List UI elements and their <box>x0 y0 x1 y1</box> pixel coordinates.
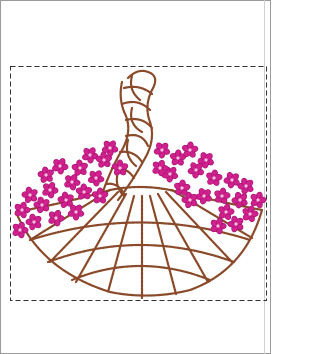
flower-center <box>248 212 251 215</box>
flower-center <box>40 203 43 206</box>
flower-center <box>230 178 233 181</box>
flower-center <box>216 224 219 227</box>
flower-center <box>244 184 247 187</box>
flower-center <box>238 198 241 201</box>
flower-center <box>88 153 91 156</box>
flower-center <box>194 168 197 171</box>
flower-center <box>188 198 191 201</box>
flower-center <box>28 193 31 196</box>
page: (() => { const svg = document.getElement… <box>0 0 271 354</box>
flower-center <box>160 148 163 151</box>
flower-center <box>204 158 207 161</box>
flower-center <box>18 228 21 231</box>
flower-center <box>70 180 73 183</box>
flower-center <box>158 166 161 169</box>
flower-center <box>44 173 47 176</box>
flower-center <box>94 176 97 179</box>
flower-center <box>58 164 61 167</box>
flower-center <box>168 172 171 175</box>
flower-center <box>98 194 101 197</box>
flower-center <box>176 156 179 159</box>
flower-center <box>48 188 51 191</box>
design-preview <box>0 0 271 354</box>
flower-center <box>64 198 67 201</box>
flower-center <box>102 158 105 161</box>
flower-center <box>108 146 111 149</box>
flower-center <box>220 194 223 197</box>
flower-center <box>54 216 57 219</box>
flower-center <box>118 166 121 169</box>
flower-center <box>32 220 35 223</box>
flower-center <box>82 190 85 193</box>
flower-center <box>20 208 23 211</box>
flower-center <box>180 186 183 189</box>
flower-center <box>74 210 77 213</box>
flower-center <box>188 148 191 151</box>
flower-center <box>78 166 81 169</box>
flower-center <box>202 194 205 197</box>
flower-center <box>234 222 237 225</box>
flower-center <box>224 210 227 213</box>
flower-center <box>256 198 259 201</box>
flower-center <box>212 176 215 179</box>
